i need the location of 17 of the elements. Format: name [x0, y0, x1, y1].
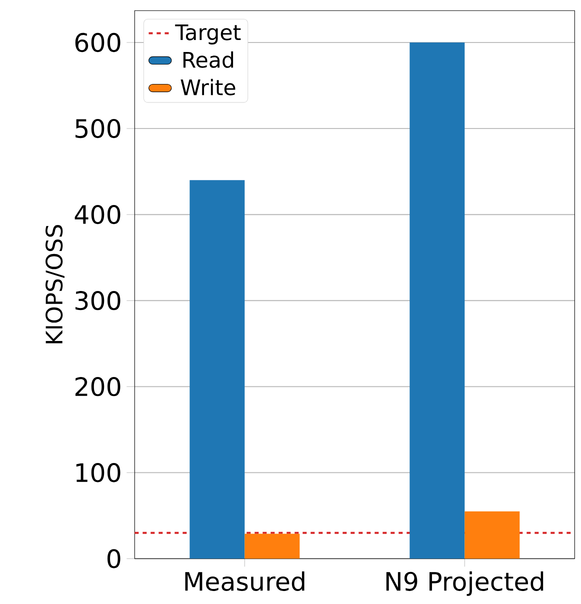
y-tick-label: 300	[76, 291, 120, 310]
bar	[190, 180, 245, 559]
bar	[464, 511, 520, 559]
legend-label: Write	[180, 78, 236, 96]
bar	[244, 534, 300, 559]
bar	[410, 42, 465, 559]
y-tick-label: 0	[108, 549, 120, 568]
x-tick-label: N9 Projected	[386, 571, 544, 596]
y-tick-label: 200	[75, 377, 120, 396]
legend-label: Read	[183, 51, 234, 68]
y-tick-label: 600	[75, 32, 120, 52]
y-axis-title: KIOPS/OSS	[46, 225, 64, 344]
y-tick-label: 100	[76, 463, 120, 482]
y-tick-label: 500	[76, 118, 120, 138]
y-tick-label: 400	[74, 204, 120, 224]
x-tick-label: Measured	[185, 571, 304, 591]
legend-label: Target	[175, 24, 241, 44]
